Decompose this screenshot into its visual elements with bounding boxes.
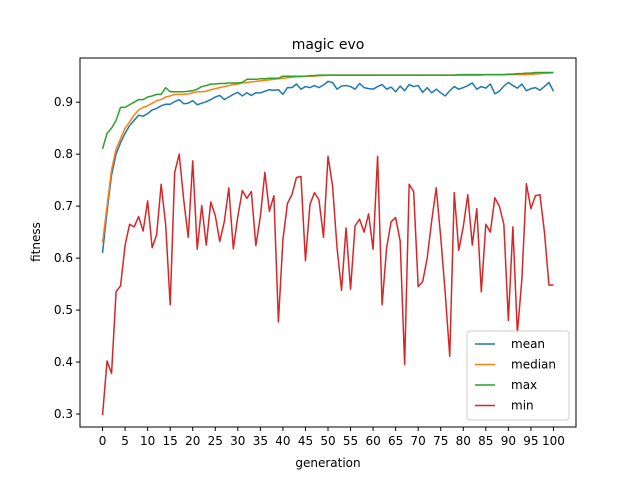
legend-label-max: max <box>511 378 537 392</box>
x-tick-label: 100 <box>542 434 565 448</box>
x-tick-label: 85 <box>478 434 493 448</box>
y-tick-label: 0.7 <box>54 199 73 213</box>
y-tick-label: 0.9 <box>54 95 73 109</box>
chart-title: magic evo <box>292 37 365 53</box>
y-tick-label: 0.8 <box>54 147 73 161</box>
x-tick-label: 80 <box>456 434 471 448</box>
x-tick-label: 35 <box>253 434 268 448</box>
y-tick-label: 0.6 <box>54 251 73 265</box>
x-tick-label: 25 <box>208 434 223 448</box>
x-tick-label: 0 <box>99 434 107 448</box>
x-tick-label: 50 <box>320 434 335 448</box>
y-axis-label: fitness <box>29 222 43 262</box>
axes-layer: 0 5 10 15 20 25 30 35 40 45 50 55 60 65 70 75 80 85 90 95 10… <box>54 95 565 448</box>
legend-frame <box>466 330 570 421</box>
x-tick-label: 40 <box>275 434 290 448</box>
legend-label-median: median <box>511 358 556 372</box>
x-axis-label: generation <box>295 456 360 470</box>
x-tick-label: 60 <box>365 434 380 448</box>
legend: mean median max min <box>466 330 570 421</box>
x-tick-label: 65 <box>388 434 403 448</box>
x-tick-label: 5 <box>121 434 129 448</box>
x-tick-label: 95 <box>523 434 538 448</box>
y-tick-label: 0.4 <box>54 355 73 369</box>
x-tick-label: 45 <box>298 434 313 448</box>
x-tick-label: 15 <box>163 434 178 448</box>
legend-label-mean: mean <box>511 337 545 351</box>
series-line-mean <box>101 80 555 253</box>
y-tick-label: 0.5 <box>54 303 73 317</box>
x-tick-label: 55 <box>343 434 358 448</box>
plot-frame <box>79 57 577 428</box>
x-tick-label: 90 <box>501 434 516 448</box>
x-tick-label: 75 <box>433 434 448 448</box>
x-tick-label: 70 <box>411 434 426 448</box>
x-tick-label: 10 <box>140 434 155 448</box>
y-tick-label: 0.3 <box>54 407 73 421</box>
x-tick-label: 30 <box>230 434 245 448</box>
x-tick-label: 20 <box>185 434 200 448</box>
legend-label-min: min <box>511 399 534 413</box>
series-line-min <box>101 153 554 416</box>
series-layer <box>101 71 555 416</box>
series-line-max <box>101 71 554 150</box>
